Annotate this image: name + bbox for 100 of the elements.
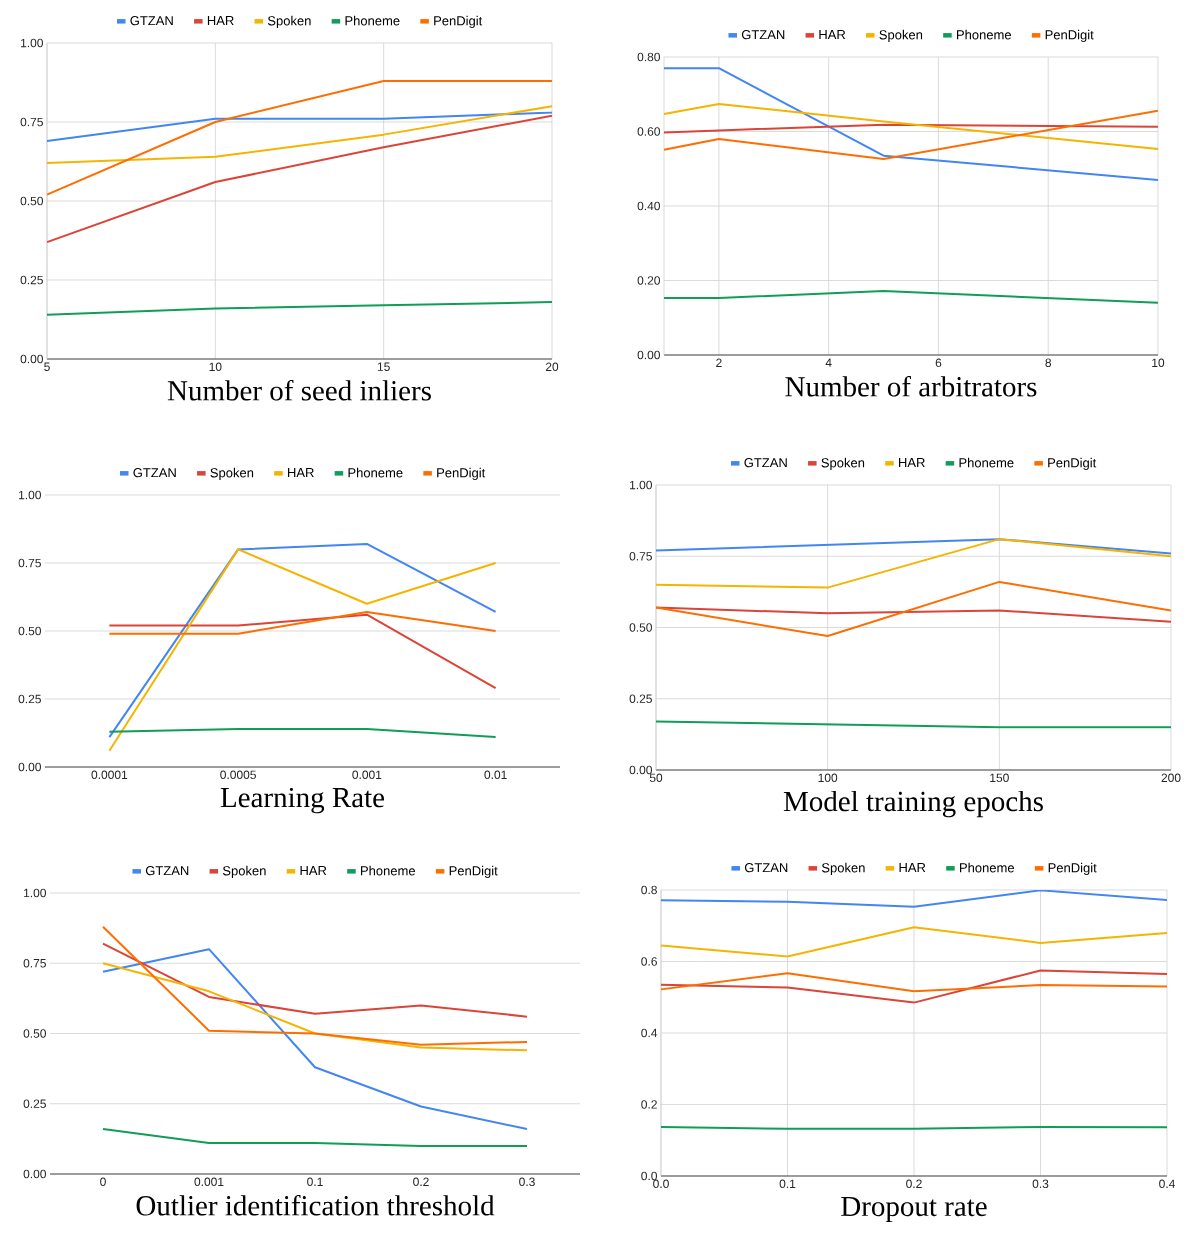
- legend-label: Phoneme: [348, 467, 403, 478]
- legend-label: HAR: [207, 16, 234, 26]
- legend-label: Phoneme: [959, 457, 1014, 468]
- y-tick-label: 0.50: [20, 196, 43, 206]
- line-series: [47, 105, 552, 165]
- y-tick-label: 0.00: [18, 762, 41, 772]
- x-tick-label: 8: [1045, 358, 1052, 368]
- y-tick-label: 1.00: [21, 38, 43, 48]
- y-tick-label: 1.00: [24, 888, 46, 898]
- legend-label: Spoken: [222, 865, 266, 878]
- y-tick-label: 0.4: [641, 1028, 658, 1038]
- legend-label: HAR: [819, 30, 846, 40]
- x-tick-label: 0.001: [352, 770, 382, 780]
- legend-label: HAR: [300, 866, 327, 876]
- x-tick-label: 0.1: [307, 1177, 323, 1187]
- legend-label: Phoneme: [960, 862, 1015, 873]
- x-tick-label: 200: [1161, 773, 1181, 783]
- line-series: [661, 926, 1167, 958]
- y-tick-label: 0.50: [629, 623, 652, 632]
- x-tick-label: 50: [649, 773, 663, 783]
- legend-label: PenDigit: [1048, 457, 1097, 470]
- x-tick-label: 150: [990, 773, 1009, 783]
- y-tick-label: 0.75: [18, 558, 41, 568]
- x-tick-label: 0.3: [519, 1177, 535, 1187]
- y-tick-label: 0.00: [637, 350, 660, 360]
- y-tick-label: 0.40: [637, 201, 660, 211]
- x-tick-label: 10: [209, 362, 222, 372]
- legend-label: Phoneme: [361, 865, 416, 876]
- x-tick-label: 15: [377, 362, 390, 371]
- x-tick-label: 0.01: [484, 770, 507, 780]
- x-tick-label: 10: [1152, 358, 1165, 368]
- line-series: [661, 889, 1167, 908]
- x-tick-label: 0.4: [1159, 1179, 1175, 1189]
- line-series: [661, 969, 1167, 1004]
- x-tick-label: 4: [825, 358, 832, 367]
- x-tick-label: 20: [545, 362, 559, 372]
- y-tick-label: 0.8: [641, 885, 657, 895]
- legend-label: Spoken: [821, 457, 865, 470]
- y-tick-label: 1.00: [19, 490, 41, 500]
- legend-label: PenDigit: [434, 15, 483, 28]
- legend-label: GTZAN: [130, 16, 173, 26]
- y-tick-label: 1.00: [630, 480, 652, 490]
- x-axis-title: Number of seed inliers: [167, 379, 431, 401]
- legend-label: Spoken: [267, 15, 311, 28]
- legend-label: PenDigit: [437, 467, 486, 480]
- x-tick-label: 0.0001: [91, 770, 128, 780]
- x-tick-label: 0.3: [1032, 1179, 1049, 1189]
- legend-label: PenDigit: [1048, 862, 1097, 875]
- y-tick-label: 0.60: [637, 127, 660, 136]
- x-axis-title: Outlier identification threshold: [136, 1194, 495, 1216]
- x-tick-label: 0.2: [906, 1179, 922, 1189]
- x-tick-label: 0.001: [194, 1177, 224, 1187]
- line-series: [102, 962, 528, 1052]
- line-series: [47, 301, 552, 316]
- x-axis-title: Dropout rate: [841, 1196, 987, 1223]
- x-tick-label: 100: [818, 773, 838, 783]
- y-tick-label: 0.25: [23, 1099, 46, 1108]
- y-tick-label: 0.75: [23, 959, 46, 968]
- legend-label: PenDigit: [1045, 29, 1094, 42]
- line-series: [102, 948, 528, 1131]
- y-tick-label: 0.00: [629, 765, 652, 775]
- x-tick-label: 0.0: [653, 1179, 669, 1189]
- x-axis-title: Model training epochs: [783, 790, 1043, 818]
- line-series: [664, 109, 1158, 161]
- line-series: [661, 972, 1167, 993]
- legend-label: Spoken: [879, 29, 923, 42]
- y-tick-label: 0.75: [629, 552, 652, 561]
- line-series: [102, 925, 528, 1046]
- y-tick-label: 0.6: [641, 957, 657, 966]
- x-tick-label: 0.1: [779, 1179, 796, 1189]
- line-series: [47, 114, 552, 244]
- y-tick-label: 0.2: [641, 1100, 657, 1109]
- legend-label: HAR: [899, 458, 925, 468]
- legend-label: HAR: [899, 863, 926, 873]
- x-tick-label: 0.0005: [220, 770, 256, 780]
- line-series: [102, 942, 528, 1018]
- legend-label: Phoneme: [957, 29, 1012, 40]
- y-tick-label: 0.80: [637, 52, 660, 62]
- line-series: [664, 123, 1158, 134]
- legend-label: Phoneme: [345, 15, 400, 26]
- legend-label: GTZAN: [145, 866, 189, 876]
- legend-label: GTZAN: [744, 863, 788, 873]
- y-tick-label: 0.25: [20, 275, 43, 285]
- x-tick-label: 2: [716, 358, 722, 367]
- x-tick-label: 0.2: [413, 1177, 429, 1187]
- y-tick-label: 0.00: [20, 354, 43, 364]
- y-tick-label: 0.25: [629, 694, 652, 703]
- legend-label: Spoken: [210, 467, 254, 480]
- y-tick-label: 0.50: [18, 626, 41, 636]
- legend-label: GTZAN: [744, 458, 787, 468]
- line-series: [664, 102, 1158, 150]
- x-axis-title: Learning Rate: [220, 787, 385, 814]
- x-axis-title: Number of arbitrators: [785, 375, 1037, 397]
- x-tick-label: 0: [100, 1177, 106, 1187]
- legend-label: GTZAN: [133, 468, 176, 478]
- y-tick-label: 0.75: [20, 117, 43, 127]
- legend-label: Spoken: [821, 862, 865, 875]
- legend-label: PenDigit: [449, 865, 498, 878]
- y-tick-label: 0.25: [18, 694, 41, 704]
- y-tick-label: 0.50: [23, 1029, 46, 1038]
